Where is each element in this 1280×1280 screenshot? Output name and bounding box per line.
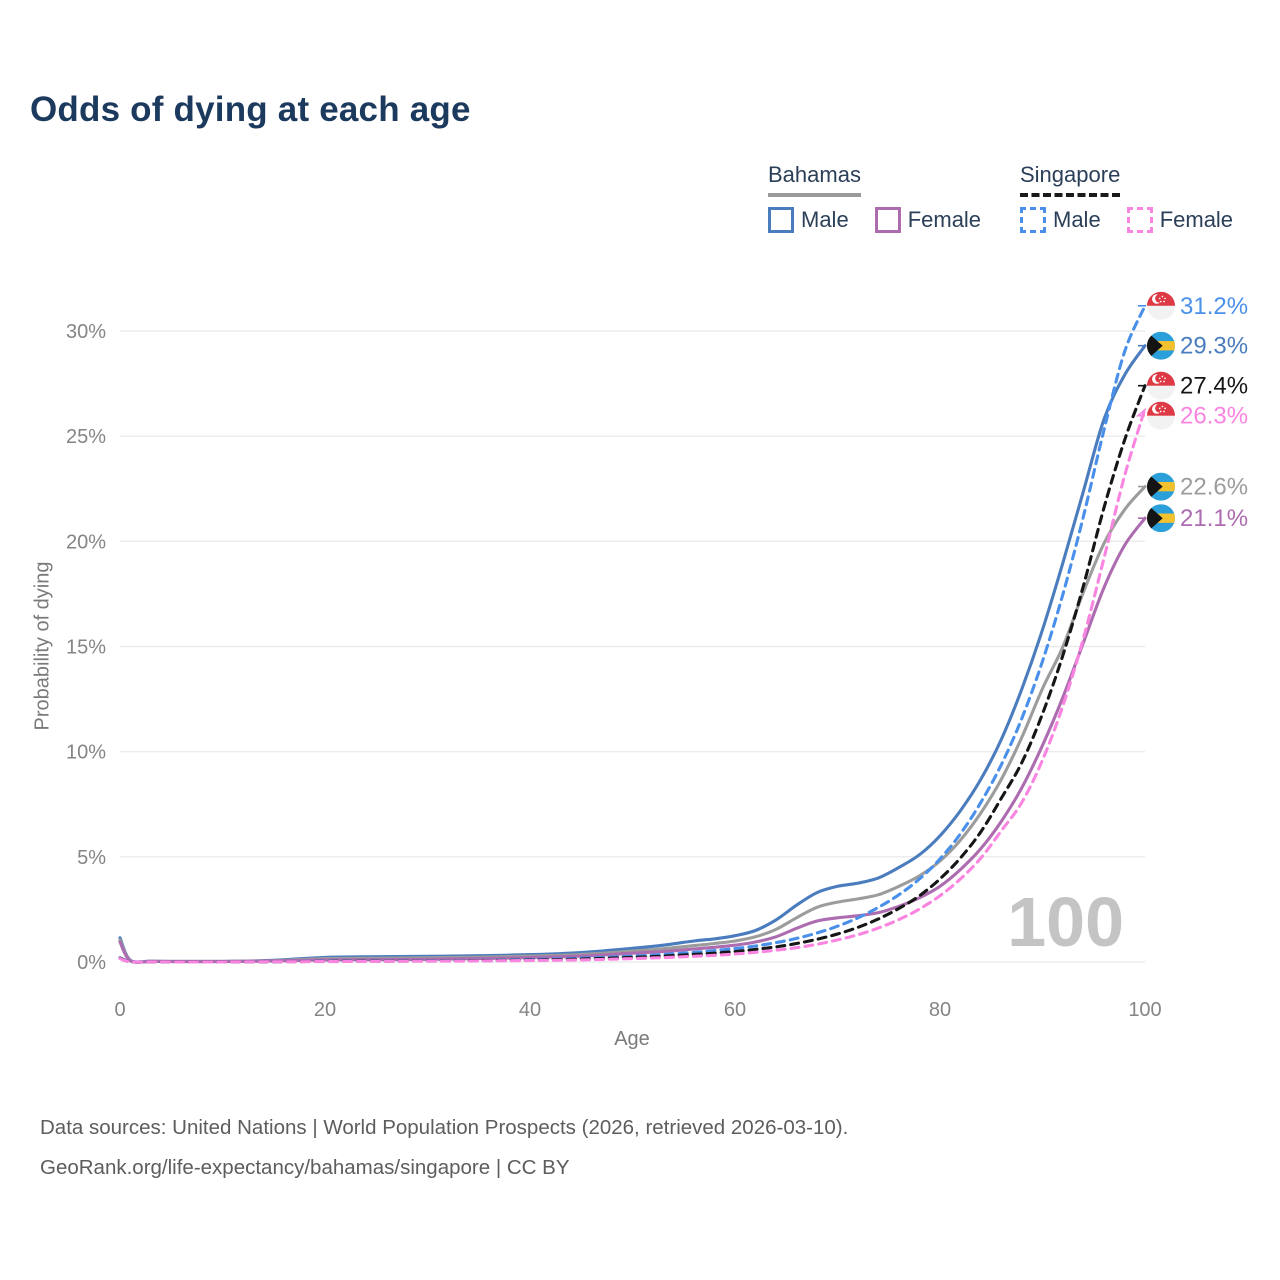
footer-attribution: GeoRank.org/life-expectancy/bahamas/sing… — [40, 1156, 570, 1179]
end-value-label-singapore-all: 27.4% — [1180, 373, 1248, 400]
singapore-male-swatch-icon — [1020, 207, 1046, 234]
end-value-label-bahamas-all: 22.6% — [1180, 474, 1248, 501]
legend-item-singapore-female: Female — [1126, 207, 1234, 234]
legend-group-bahamas: Bahamas Male Female — [768, 162, 982, 234]
legend-label: Male — [801, 207, 849, 233]
x-axis-title: Age — [614, 1028, 650, 1050]
y-tick-label: 15% — [66, 637, 106, 659]
legend-item-singapore-male: Male — [1020, 207, 1101, 234]
footer: Data sources: United Nations | World Pop… — [40, 1108, 848, 1188]
legend-label: Male — [1053, 207, 1101, 233]
series-line-bahamas-all — [118, 485, 1147, 964]
y-tick-label: 25% — [66, 426, 106, 448]
series-line-singapore-all — [118, 384, 1147, 964]
legend-header-bahamas: Bahamas — [768, 162, 861, 198]
legend-item-bahamas-female: Female — [874, 207, 982, 234]
singapore-female-swatch-icon — [1126, 207, 1153, 234]
end-label-connector — [1135, 408, 1147, 417]
series-line-singapore-male — [118, 304, 1147, 964]
bahamas-male-swatch-icon — [768, 207, 794, 234]
y-tick-label: 10% — [66, 742, 106, 764]
x-tick-label: 20 — [314, 999, 336, 1021]
bahamas-flag-icon — [1147, 504, 1175, 533]
legend-label: Female — [1159, 207, 1234, 233]
x-tick-label: 100 — [1128, 999, 1161, 1021]
legend-item-bahamas-male: Male — [768, 207, 849, 234]
series-line-bahamas-male — [118, 344, 1147, 964]
y-tick-label: 20% — [66, 531, 106, 553]
y-axis-title: Probability of dying — [31, 561, 54, 731]
legend-group-singapore: Singapore Male Female — [1020, 162, 1234, 234]
y-tick-label: 5% — [77, 847, 106, 869]
series-line-bahamas-female — [118, 516, 1147, 964]
end-value-label-singapore-male: 31.2% — [1180, 293, 1248, 320]
bahamas-female-swatch-icon — [874, 207, 901, 234]
bahamas-flag-icon — [1147, 472, 1175, 501]
singapore-flag-icon — [1147, 291, 1175, 320]
x-tick-label: 0 — [114, 999, 125, 1021]
x-tick-label: 80 — [929, 999, 951, 1021]
y-tick-label: 0% — [77, 952, 106, 974]
singapore-flag-icon — [1147, 371, 1175, 400]
y-tick-label: 30% — [66, 321, 106, 343]
series-line-singapore-female — [118, 407, 1147, 964]
legend-header-singapore: Singapore — [1020, 162, 1121, 198]
singapore-flag-icon — [1147, 401, 1175, 430]
page-title: Odds of dying at each age — [30, 90, 471, 129]
end-value-label-bahamas-female: 21.1% — [1180, 505, 1248, 532]
age-watermark: 100 — [1007, 883, 1124, 961]
end-value-label-bahamas-male: 29.3% — [1180, 333, 1248, 360]
end-value-label-singapore-female: 26.3% — [1180, 403, 1248, 430]
x-tick-label: 40 — [519, 999, 541, 1021]
footer-data-sources: Data sources: United Nations | World Pop… — [40, 1116, 849, 1139]
legend-label: Female — [907, 207, 982, 233]
bahamas-flag-icon — [1147, 331, 1175, 360]
x-tick-label: 60 — [724, 999, 746, 1021]
